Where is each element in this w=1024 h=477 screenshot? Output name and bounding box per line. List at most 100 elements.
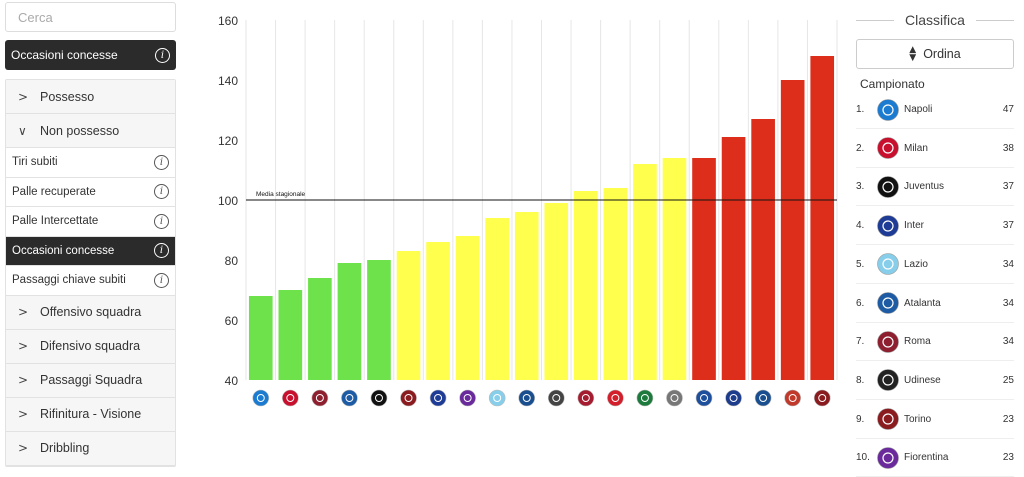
team-logo-icon <box>877 446 899 469</box>
team-name: Fiorentina <box>904 452 949 464</box>
bar <box>780 80 805 380</box>
menu-item[interactable]: > Possesso <box>6 80 175 114</box>
menu-item-label: Possesso <box>40 89 95 104</box>
menu-item[interactable]: > Passaggi Squadra <box>6 363 175 398</box>
bar <box>308 278 332 380</box>
bar <box>544 203 569 380</box>
team-logo-icon <box>547 389 565 407</box>
chevron-right-icon: > <box>18 339 29 353</box>
team-logo-icon <box>282 389 299 407</box>
selected-metric-header[interactable]: Occasioni concesse i <box>5 40 176 70</box>
team-name: Udinese <box>904 374 941 386</box>
team-logo-icon <box>429 389 447 407</box>
standings-row[interactable]: 4. Inter 37 <box>856 207 1014 246</box>
team-logo-icon <box>877 408 899 430</box>
chevron-right-icon: > <box>18 441 29 455</box>
menu-item[interactable]: ∨ Non possesso <box>6 114 175 148</box>
standings-position: 3. <box>856 181 865 193</box>
team-logo-detail <box>345 394 354 402</box>
y-tick-label: 60 <box>225 314 239 328</box>
standings-row[interactable]: 10. Fiorentina 23 <box>856 439 1014 477</box>
standings-row[interactable]: 7. Roma 34 <box>856 323 1014 362</box>
standings-position: 5. <box>856 258 865 270</box>
team-logo-icon <box>311 389 329 407</box>
standings-position: 7. <box>856 336 865 348</box>
team-logo-icon <box>877 253 899 276</box>
team-points: 34 <box>1002 336 1014 348</box>
y-tick-label: 40 <box>225 374 239 388</box>
search-input[interactable] <box>5 2 176 32</box>
standings-row[interactable]: 2. Milan 38 <box>856 130 1014 168</box>
team-logo-detail <box>818 394 827 402</box>
team-logo-icon <box>877 214 899 237</box>
submenu-item[interactable]: Palle recuperate i <box>6 177 175 207</box>
menu-item[interactable]: > Rifinitura - Visione <box>6 397 175 432</box>
info-icon[interactable]: i <box>154 154 169 170</box>
team-points: 23 <box>1002 452 1014 464</box>
team-name: Lazio <box>904 258 928 270</box>
team-points: 25 <box>1002 374 1014 386</box>
title-divider-right <box>976 20 1014 21</box>
team-logo-icon <box>725 389 742 407</box>
team-logo-detail <box>315 394 324 402</box>
team-logo-detail <box>788 394 797 402</box>
team-logo-detail <box>434 394 443 402</box>
menu-item[interactable]: > Difensivo squadra <box>6 329 175 364</box>
menu-item-label: Dribbling <box>40 441 90 455</box>
info-icon[interactable]: i <box>154 272 169 288</box>
submenu-item[interactable]: Occasioni concesse i <box>6 236 175 266</box>
info-icon[interactable]: i <box>155 47 170 63</box>
submenu-item-label: Palle recuperate <box>12 185 96 198</box>
team-points: 37 <box>1002 220 1014 232</box>
bar <box>514 212 539 380</box>
standings-row[interactable]: 6. Atalanta 34 <box>856 285 1014 323</box>
menu-item-label: Offensivo squadra <box>40 305 142 319</box>
submenu-item[interactable]: Tiri subiti i <box>6 148 175 178</box>
bar <box>721 137 746 380</box>
submenu-item-label: Passaggi chiave subiti <box>12 274 126 287</box>
team-points: 23 <box>1002 413 1014 425</box>
bar <box>455 236 480 380</box>
standings-section-label: Campionato <box>860 77 925 91</box>
team-logo-detail <box>463 394 472 402</box>
team-logo-icon <box>459 389 476 407</box>
info-icon[interactable]: i <box>154 184 169 200</box>
bar <box>633 164 657 380</box>
info-icon[interactable]: i <box>154 243 169 259</box>
menu-item[interactable]: > Offensivo squadra <box>6 295 175 330</box>
menu-item-label: Rifinitura - Visione <box>40 407 142 421</box>
bar <box>603 188 628 380</box>
sort-icon: ▲ ▼ <box>909 45 917 63</box>
standings-panel: Classifica ▲ ▼ Ordina Campionato 1. Napoli… <box>856 0 1024 477</box>
info-icon[interactable]: i <box>154 213 169 229</box>
standings-row[interactable]: 1. Napoli 47 <box>856 91 1014 129</box>
team-logo-icon <box>813 389 831 407</box>
team-logo-icon <box>877 292 899 314</box>
team-logo-detail <box>286 394 295 402</box>
submenu-item[interactable]: Passaggi chiave subiti i <box>6 266 175 296</box>
team-logo-icon <box>877 176 899 198</box>
standings-row[interactable]: 5. Lazio 34 <box>856 246 1014 284</box>
menu-item[interactable]: > Dribbling <box>6 431 175 466</box>
standings-position: 8. <box>856 374 865 386</box>
team-logo-detail <box>581 394 590 402</box>
chevron-right-icon: > <box>18 305 29 319</box>
sort-button[interactable]: ▲ ▼ Ordina <box>856 39 1014 69</box>
team-name: Milan <box>904 142 928 154</box>
sidebar: Occasioni concesse i > Possesso ∨ Non posse… <box>5 0 176 476</box>
standings-row[interactable]: 8. Udinese 25 <box>856 362 1014 400</box>
standings-row[interactable]: 9. Torino 23 <box>856 401 1014 439</box>
team-logo-icon <box>518 389 536 407</box>
team-logo-icon <box>488 389 506 407</box>
team-logo-icon <box>695 389 713 407</box>
team-logo-detail <box>404 394 413 402</box>
team-logo-icon <box>784 389 801 407</box>
team-logo-detail <box>552 394 561 402</box>
bar <box>278 290 303 380</box>
submenu-item[interactable]: Palle Intercettate i <box>6 207 175 237</box>
team-name: Torino <box>904 413 932 425</box>
bar <box>337 263 362 380</box>
bar <box>396 251 421 380</box>
standings-row[interactable]: 3. Juventus 37 <box>856 168 1014 207</box>
team-name: Inter <box>904 220 925 232</box>
